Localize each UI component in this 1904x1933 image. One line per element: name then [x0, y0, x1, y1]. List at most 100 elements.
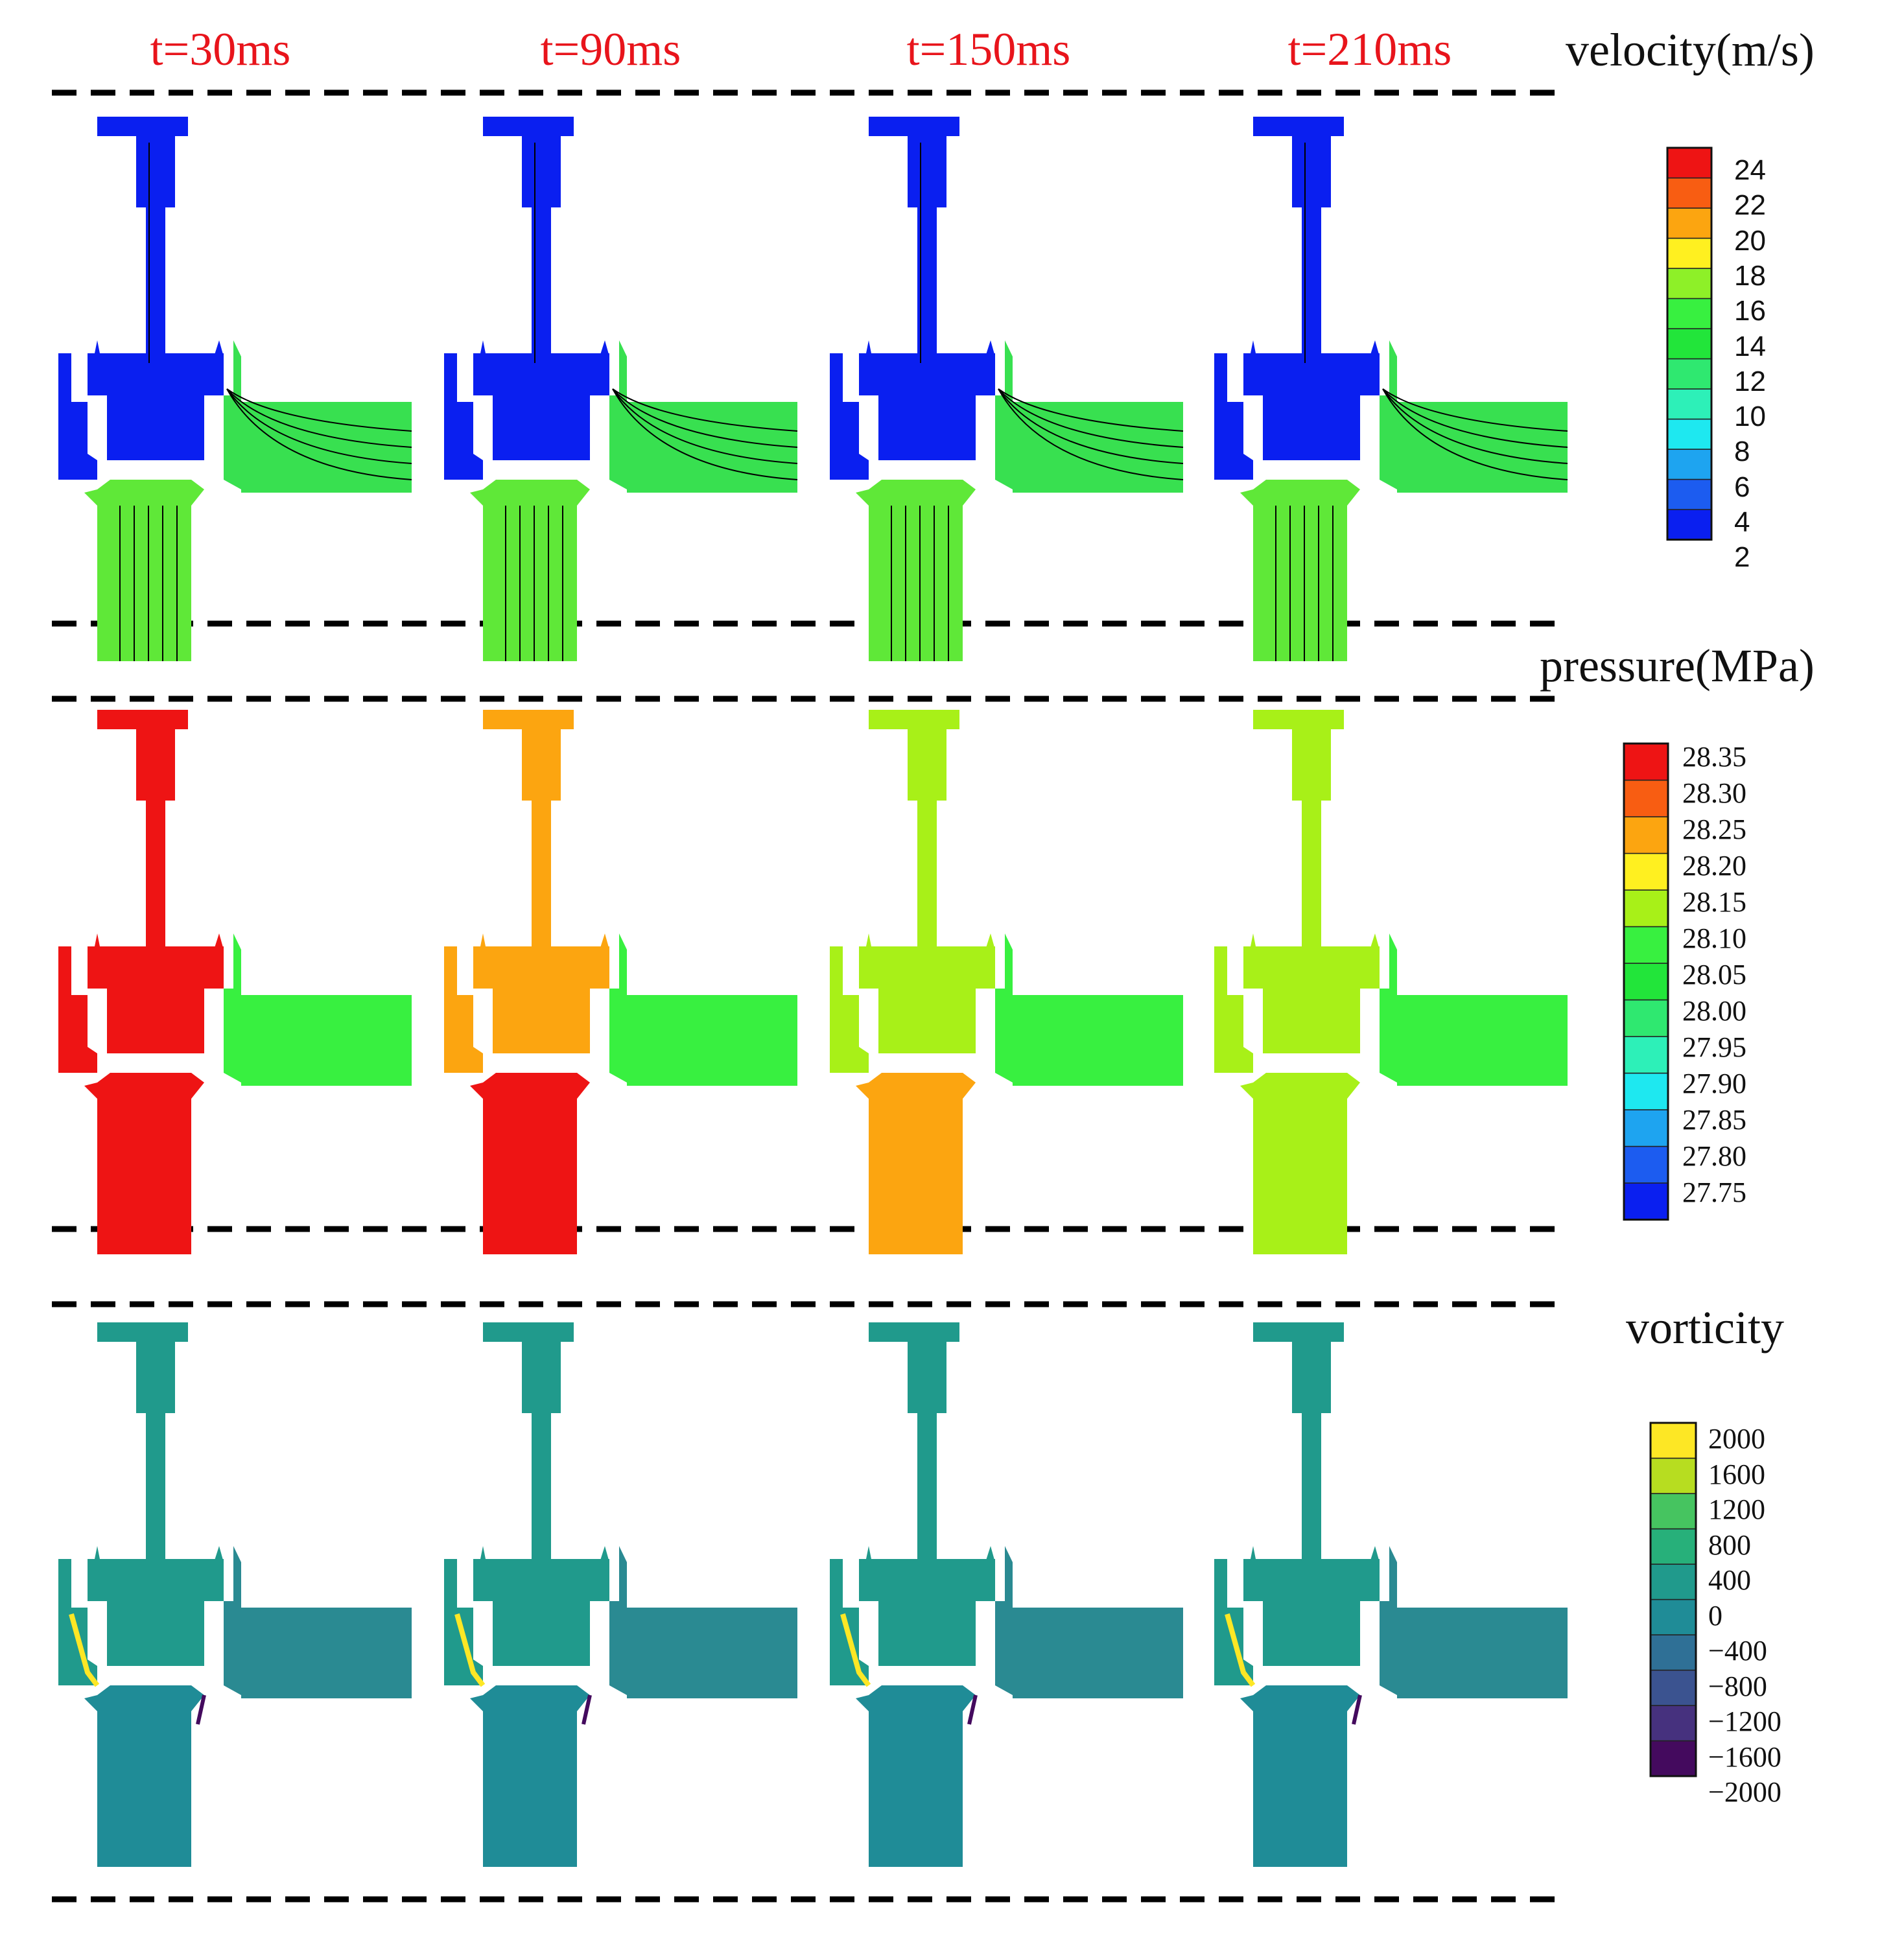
valve-seat	[97, 1666, 204, 1685]
valve-left-chamber	[58, 353, 97, 480]
valve-seat	[869, 1053, 976, 1073]
velocity-colorbar-tick: 22	[1734, 189, 1766, 222]
valve-left-chamber	[58, 1559, 97, 1685]
vorticity-colorbar-tick: 800	[1708, 1529, 1751, 1561]
valve-left-tip	[94, 933, 100, 982]
velocity-colorbar-tick: 6	[1734, 471, 1750, 503]
streamline	[226, 388, 412, 480]
pressure-colorbar-segment	[1623, 816, 1669, 854]
pressure-colorbar-tick: 28.15	[1682, 886, 1746, 918]
velocity-colorbar-tick: 4	[1734, 506, 1750, 538]
pressure-colorbar-title: pressure(MPa)	[1540, 640, 1815, 692]
valve-outlet-pipe	[224, 933, 412, 1086]
valve-right-tip	[1370, 340, 1380, 395]
pressure-colorbar-segment	[1623, 889, 1669, 928]
velocity-field-4	[1214, 117, 1568, 661]
valve-left-tip	[94, 340, 100, 389]
valve-left-tip	[1250, 1546, 1256, 1595]
valve-inlet-pipe	[1240, 1685, 1360, 1867]
valve-right-tip	[985, 340, 995, 395]
valve-inlet-pipe	[84, 480, 204, 661]
pressure-colorbar-segment	[1623, 1109, 1669, 1147]
valve-outlet-pipe	[1380, 340, 1568, 493]
valve-outlet-pipe	[995, 1546, 1183, 1698]
valve-inlet-pipe	[470, 480, 590, 661]
valve-left-tip	[1250, 340, 1256, 389]
valve-stem	[1243, 1322, 1380, 1672]
velocity-colorbar-tick: 18	[1734, 259, 1766, 292]
vorticity-shear-layer	[454, 1613, 486, 1687]
valve-inlet-pipe	[856, 1685, 976, 1867]
velocity-colorbar-segment	[1667, 388, 1712, 420]
valve-seat	[869, 460, 976, 480]
valve-seat	[1253, 1666, 1360, 1685]
valve-outlet-pipe	[1380, 1546, 1568, 1698]
vorticity-shear-layer	[69, 1613, 100, 1687]
valve-seat	[483, 1666, 590, 1685]
pressure-colorbar-frame	[1623, 742, 1669, 1221]
pressure-colorbar-tick: 27.75	[1682, 1177, 1746, 1208]
velocity-field-2	[444, 117, 798, 661]
streamline	[226, 388, 412, 448]
valve-inlet-pipe	[84, 1685, 204, 1867]
vorticity-colorbar-segment	[1650, 1740, 1697, 1777]
vorticity-colorbar-tick: −400	[1708, 1635, 1767, 1667]
valve-stem	[473, 710, 609, 1060]
pressure-colorbar-tick: 27.80	[1682, 1140, 1746, 1172]
valve-outlet-pipe	[609, 340, 797, 493]
valve-right-tip	[600, 1546, 609, 1601]
pressure-colorbar-segment	[1623, 926, 1669, 964]
velocity-colorbar-segment	[1667, 478, 1712, 510]
streamline	[1382, 388, 1568, 480]
pressure-colorbar-segment	[1623, 852, 1669, 891]
valve-outlet-pipe	[609, 933, 797, 1086]
streamline	[612, 388, 798, 480]
valve-left-chamber	[444, 353, 483, 480]
velocity-colorbar-tick: 12	[1734, 365, 1766, 397]
valve-right-tip	[600, 933, 609, 989]
valve-right-tip	[985, 933, 995, 989]
vorticity-field-3	[830, 1322, 1183, 1867]
velocity-colorbar-tick: 14	[1734, 330, 1766, 362]
vorticity-colorbar-segment	[1650, 1634, 1697, 1671]
valve-left-tip	[94, 1546, 100, 1595]
valve-stem	[859, 117, 995, 467]
pressure-field-3	[830, 710, 1183, 1254]
vorticity-field-1	[58, 1322, 412, 1867]
valve-inlet-pipe	[856, 1073, 976, 1254]
vorticity-colorbar-tick: 1200	[1708, 1494, 1765, 1525]
streamline	[226, 388, 412, 464]
valve-left-chamber	[1214, 1559, 1253, 1685]
valve-left-chamber	[444, 946, 483, 1073]
streamline	[1382, 388, 1568, 448]
valve-left-chamber	[830, 1559, 869, 1685]
valve-inlet-pipe	[856, 480, 976, 661]
vorticity-colorbar-tick: 1600	[1708, 1458, 1765, 1490]
valve-stem	[88, 117, 224, 467]
valve-outlet-pipe	[224, 1546, 412, 1698]
valve-left-tip	[480, 1546, 486, 1595]
time-label-150ms: t=150ms	[906, 23, 1071, 75]
valve-right-tip	[985, 1546, 995, 1601]
valve-right-tip	[214, 340, 224, 395]
valve-outlet-pipe	[995, 340, 1183, 493]
vorticity-shear-layer	[196, 1694, 206, 1725]
valve-left-tip	[865, 933, 872, 982]
vorticity-field-2	[444, 1322, 797, 1867]
velocity-colorbar-segment	[1667, 358, 1712, 390]
valve-left-chamber	[830, 946, 869, 1073]
velocity-colorbar-tick: 24	[1734, 154, 1766, 186]
vorticity-colorbar-tick: −1600	[1708, 1740, 1781, 1773]
velocity-field-3	[830, 117, 1184, 661]
valve-inlet-pipe	[84, 1073, 204, 1254]
valve-right-tip	[214, 1546, 224, 1601]
velocity-colorbar-frame	[1666, 146, 1713, 541]
velocity-colorbar-segment	[1667, 298, 1712, 329]
pressure-colorbar-segment	[1623, 999, 1669, 1037]
valve-left-tip	[480, 340, 486, 389]
velocity-colorbar-segment	[1667, 147, 1712, 179]
valve-left-tip	[1250, 933, 1256, 982]
vorticity-shear-layer	[582, 1694, 592, 1725]
vorticity-colorbar-segment	[1650, 1564, 1697, 1600]
